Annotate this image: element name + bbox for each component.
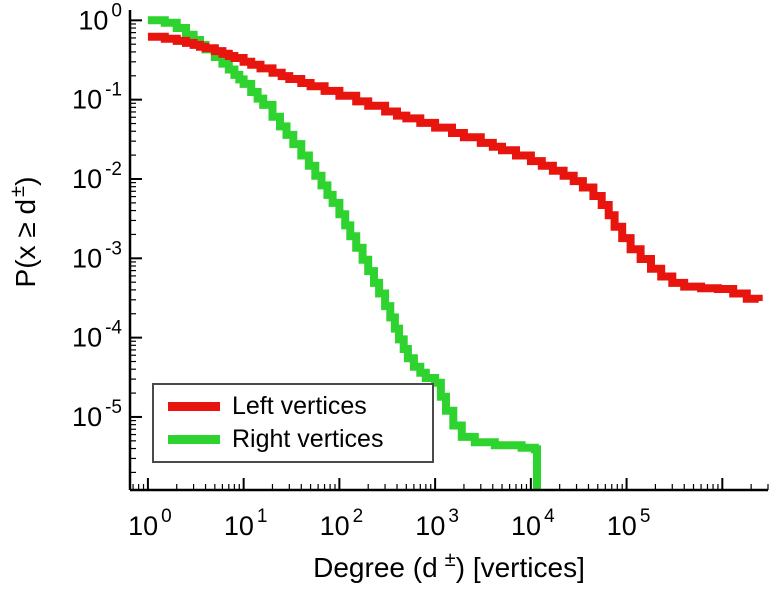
y-axis-label-prefix: P(x ≥ d xyxy=(10,198,41,288)
right-vertices-line-swatch xyxy=(168,435,220,445)
y-axis-label: P(x ≥ d±) xyxy=(6,177,42,288)
y-tick-label: 10 -4 xyxy=(72,318,122,353)
x-axis-label-superscript: ± xyxy=(444,548,456,571)
x-tick-label: 10 2 xyxy=(320,506,364,541)
y-tick-label: 10 -2 xyxy=(72,159,122,194)
left-vertices-curve xyxy=(147,32,763,303)
x-tick-label: 10 3 xyxy=(415,506,459,541)
x-axis-label-suffix: ) [vertices] xyxy=(455,552,585,583)
y-axis-label-superscript: ± xyxy=(6,185,29,197)
legend: Left vertices Right vertices xyxy=(152,383,434,463)
x-tick-label: 10 4 xyxy=(511,506,555,541)
y-tick-label: 10 -5 xyxy=(72,397,122,432)
x-axis-label-prefix: Degree (d xyxy=(313,552,438,583)
right-vertices-curve xyxy=(147,16,541,490)
y-tick-label: 10 0 xyxy=(78,0,122,35)
x-axis-label: Degree (d ±) [vertices] xyxy=(130,548,768,584)
x-tick-label: 10 1 xyxy=(224,506,268,541)
legend-entry-left-vertices: Left vertices xyxy=(168,391,432,420)
y-tick-label: 10 -3 xyxy=(72,238,122,273)
legend-label-left-vertices: Left vertices xyxy=(232,391,367,420)
x-tick-label: 10 5 xyxy=(607,506,651,541)
y-tick-label: 10 -1 xyxy=(72,80,122,115)
x-tick-label: 10 0 xyxy=(128,506,172,541)
left-vertices-line-swatch xyxy=(168,401,220,411)
legend-label-right-vertices: Right vertices xyxy=(232,425,384,454)
legend-entry-right-vertices: Right vertices xyxy=(168,427,432,452)
